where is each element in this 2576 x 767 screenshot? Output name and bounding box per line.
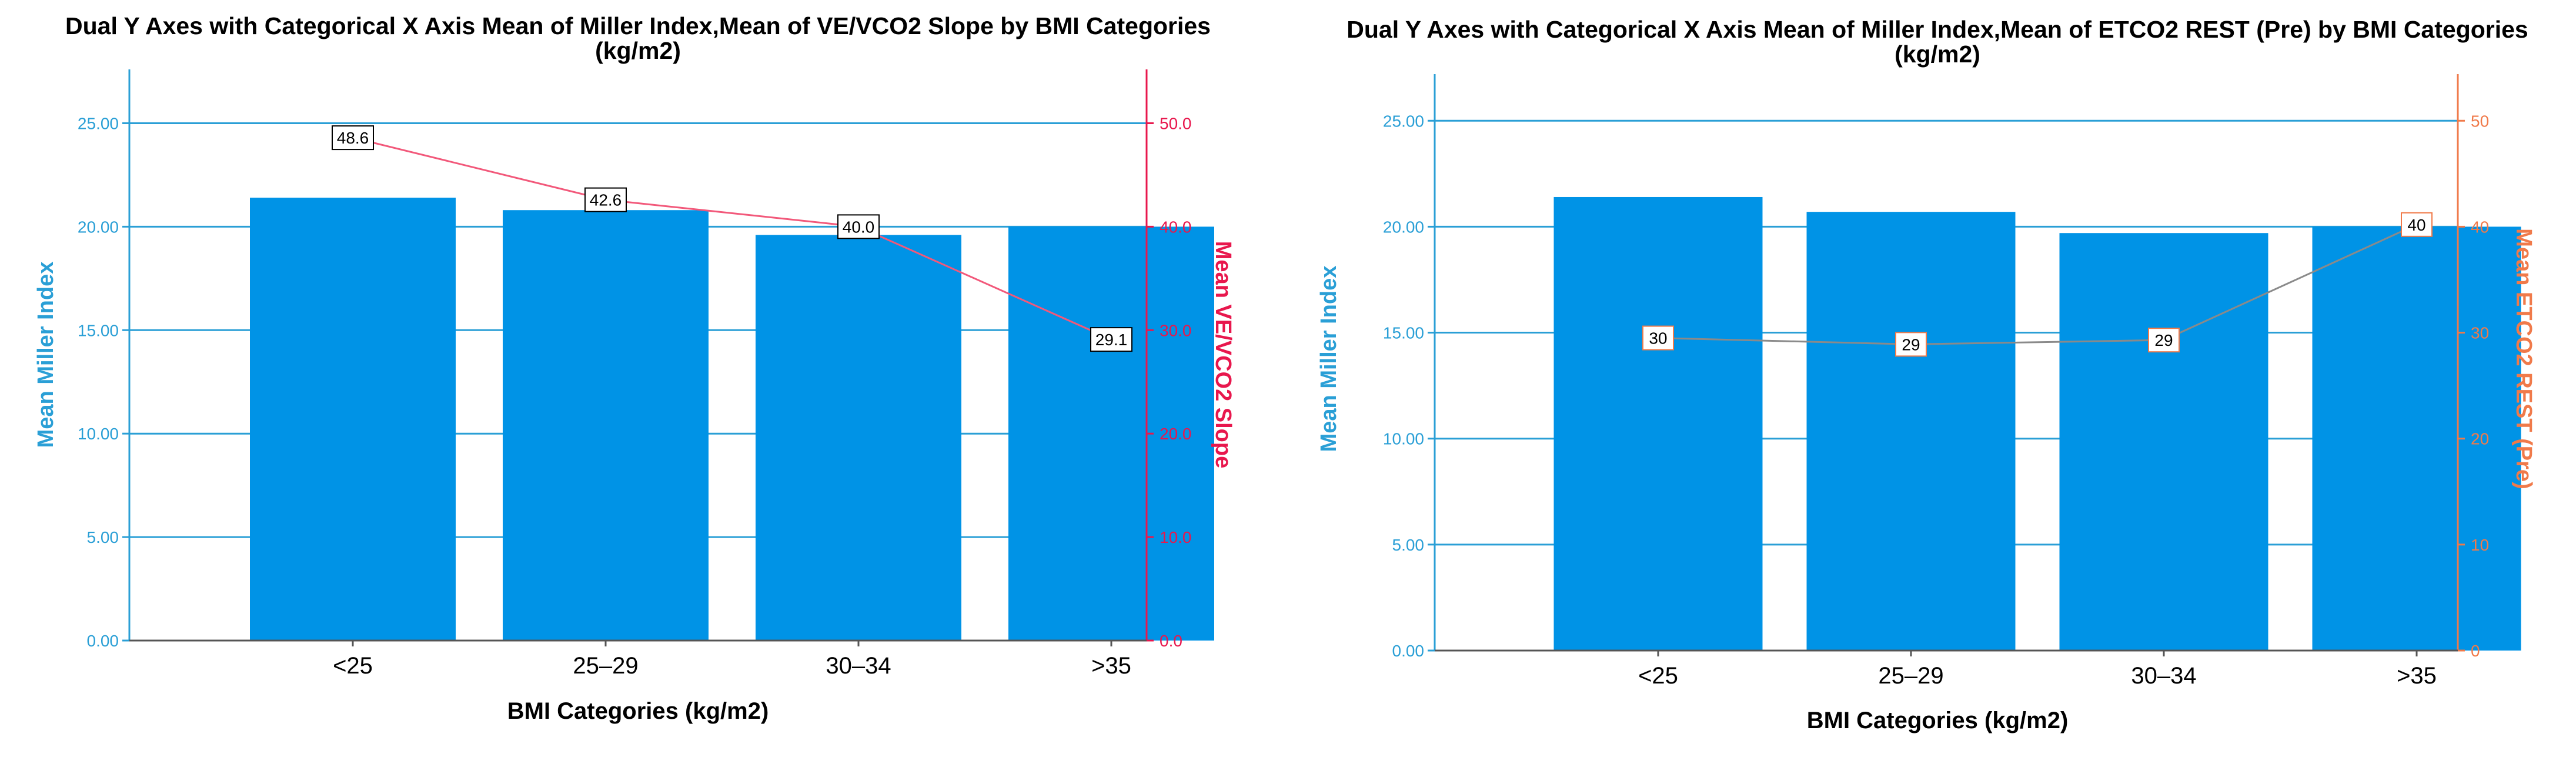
category-label: <25 [1638, 663, 1678, 689]
left-tick-label: 25.00 [1383, 112, 1424, 130]
data-label-box [2148, 328, 2180, 353]
left-tick-label: 15.00 [78, 321, 119, 339]
chart-2-title: Dual Y Axes with Categorical X Axis Mean… [1347, 16, 2528, 43]
right-tick-label: 10.0 [1160, 528, 1192, 546]
category-label: 30–34 [2131, 663, 2196, 689]
right-tick-label: 10 [2471, 536, 2489, 554]
left-tick-label: 10.00 [78, 425, 119, 443]
data-label: 42.6 [590, 191, 622, 209]
right-tick-label: 0.0 [1160, 632, 1182, 650]
right-tick-label: 0 [2471, 642, 2480, 660]
bar [503, 210, 709, 641]
bar [2312, 226, 2521, 651]
left-tick-label: 5.00 [1392, 536, 1425, 554]
right-tick-label: 50.0 [1160, 114, 1192, 132]
data-label-box [1642, 325, 1674, 351]
chart-1-line-series [352, 136, 1112, 341]
category-label: 30–34 [826, 653, 891, 679]
series-line [352, 136, 1112, 341]
left-tick-label: 25.00 [78, 114, 119, 132]
left-tick-label: 0.00 [87, 632, 119, 650]
chart-1-x-axis-label: BMI Categories (kg/m2) [507, 698, 769, 724]
chart-2-line-series [1658, 224, 2417, 345]
data-label: 30 [1649, 329, 1667, 348]
chart-2: Dual Y Axes with Categorical X Axis Mean… [1317, 16, 2536, 733]
data-label-box [584, 187, 627, 212]
chart-2-subtitle: (kg/m2) [1895, 41, 1980, 68]
left-tick-label: 15.00 [1383, 324, 1424, 342]
data-label: 48.6 [337, 129, 369, 147]
chart-1-data-labels: 48.6 42.6 40.0 29.1 [332, 125, 1132, 352]
right-tick-label: 20 [2471, 430, 2489, 448]
category-label: 25–29 [573, 653, 638, 679]
data-label: 29 [2154, 331, 2173, 349]
left-tick-label: 10.00 [1383, 430, 1424, 448]
right-tick-label: 40.0 [1160, 218, 1192, 236]
data-label-box [2401, 212, 2433, 237]
left-tick-label: 20.00 [1383, 218, 1424, 236]
right-tick-label: 50 [2471, 112, 2489, 130]
chart-1-left-axis-label: Mean Miller Index [34, 262, 58, 448]
data-label-box [1090, 327, 1132, 352]
left-tick-label: 5.00 [87, 528, 119, 546]
chart-1-categories: <25 25–29 30–34 >35 [333, 641, 1131, 679]
chart-2-x-axis-label: BMI Categories (kg/m2) [1807, 708, 2069, 733]
chart-2-left-ticks: 0.00 5.00 10.00 15.00 20.00 25.00 [1383, 112, 1435, 660]
chart-1-subtitle: (kg/m2) [595, 37, 681, 64]
data-label-box [837, 214, 880, 239]
series-line [1658, 224, 2417, 345]
bar [2059, 233, 2268, 651]
bar [1553, 196, 1763, 651]
data-label-box [1895, 332, 1927, 357]
bar [1008, 226, 1214, 641]
chart-2-data-labels: 30 29 29 40 [1642, 212, 2433, 357]
chart-1-title: Dual Y Axes with Categorical X Axis Mean… [65, 12, 1211, 39]
chart-1-right-ticks: 0.0 10.0 20.0 30.0 40.0 50.0 [1147, 114, 1192, 650]
category-label: <25 [333, 653, 373, 679]
chart-2-axes [1434, 74, 2459, 652]
chart-1: Dual Y Axes with Categorical X Axis Mean… [34, 12, 1235, 724]
chart-1-left-ticks: 0.00 5.00 10.00 15.00 20.00 25.00 [78, 114, 129, 650]
chart-1-right-axis-label: Mean VE/VCO2 Slope [1211, 241, 1235, 468]
chart-1-bars [250, 198, 1214, 641]
data-label: 40.0 [843, 218, 875, 236]
data-label: 29 [1902, 335, 1920, 354]
bar [1806, 212, 2016, 651]
chart-2-categories: <25 25–29 30–34 >35 [1638, 651, 2437, 689]
bar [250, 198, 456, 641]
data-label: 29.1 [1095, 331, 1128, 349]
category-label: >35 [2397, 663, 2437, 689]
bar [756, 235, 961, 641]
right-tick-label: 40 [2471, 218, 2489, 236]
data-label: 40 [2407, 216, 2425, 234]
chart-2-right-ticks: 0 10 20 30 40 50 [2458, 112, 2489, 660]
category-label: >35 [1091, 653, 1131, 679]
chart-1-axes [128, 69, 1148, 642]
data-label-box [332, 125, 374, 151]
chart-2-left-axis-label: Mean Miller Index [1317, 266, 1341, 452]
left-tick-label: 20.00 [78, 218, 119, 236]
left-tick-label: 0.00 [1392, 642, 1425, 660]
right-tick-label: 30 [2471, 324, 2489, 342]
chart-2-right-axis-label: Mean ETCO2 REST (Pre) [2511, 228, 2536, 489]
right-tick-label: 30.0 [1160, 321, 1192, 339]
chart-2-bars [1553, 196, 2521, 651]
category-label: 25–29 [1878, 663, 1943, 689]
right-tick-label: 20.0 [1160, 425, 1192, 443]
